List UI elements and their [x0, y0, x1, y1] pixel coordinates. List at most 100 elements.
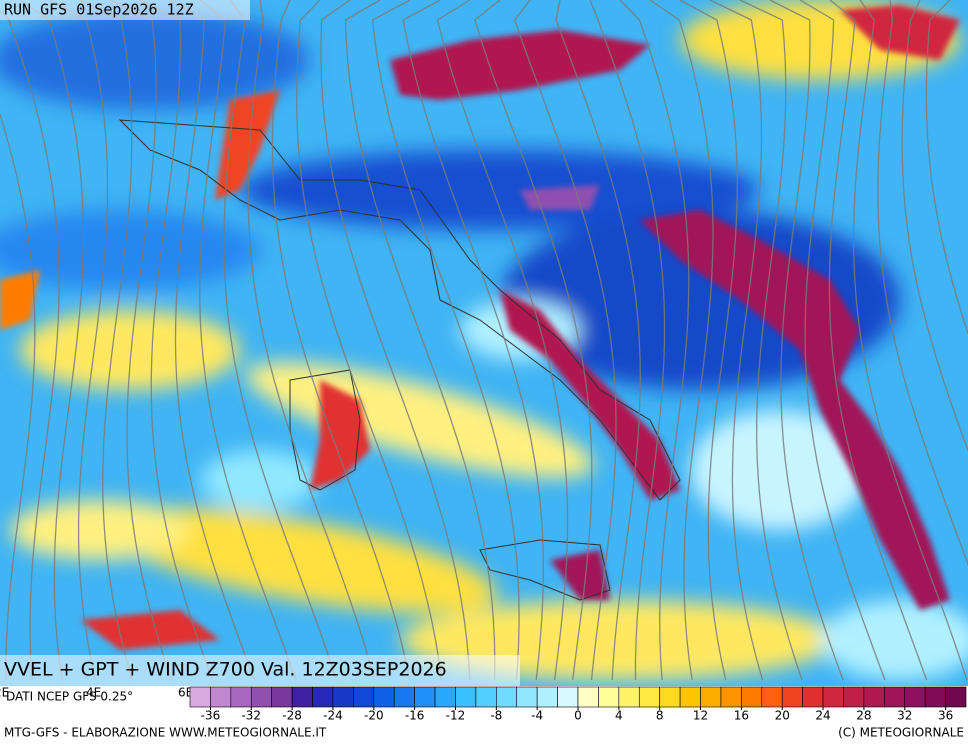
colorbar-tick-label: 28 [856, 709, 871, 723]
colorbar-cell [843, 686, 865, 708]
streamline [555, 0, 641, 681]
streamline [925, 0, 968, 336]
colorbar-tick-label: 4 [615, 709, 623, 723]
streamline [79, 0, 133, 681]
streamline [223, 0, 337, 681]
streamline [474, 0, 593, 681]
colorbar-tick-label: -16 [405, 709, 425, 723]
colorbar-tick-label: -32 [241, 709, 261, 723]
colorbar-tick-label: -12 [446, 709, 466, 723]
colorbar-cell [884, 686, 906, 708]
colorbar-cell [577, 686, 599, 708]
streamline [589, 0, 666, 680]
colorbar-cell [189, 686, 211, 708]
colorbar-tick-label: 20 [775, 709, 790, 723]
streamline [139, 0, 214, 681]
streamline [649, 0, 714, 681]
streamline [679, 0, 738, 681]
streamline [901, 0, 968, 453]
footer-left: MTG-GFS - ELABORAZIONE WWW.METEOGIORNALE… [4, 726, 327, 740]
colorbar-tick-label: 16 [734, 709, 749, 723]
colorbar-cell [598, 686, 620, 708]
colorbar-cell [312, 686, 334, 708]
colorbar-cell [945, 686, 967, 708]
colorbar-cell [904, 686, 926, 708]
streamline [619, 0, 690, 681]
colorbar-cell [373, 686, 395, 708]
streamline [320, 0, 471, 681]
streamline [296, 0, 443, 681]
colorbar-tick-label: -20 [364, 709, 384, 723]
colorbar: -36 -32 -28 -24 -20 -16 -12 -8 -4 0 4 8 12 16 20 24 28 32… [189, 686, 967, 723]
streamline [852, 0, 968, 681]
colorbar-cell [475, 686, 497, 708]
colorbar-cell [863, 686, 885, 708]
data-source: DATI NCEP GFS 0.25° [6, 690, 133, 704]
streamline [109, 0, 172, 681]
colorbar-tick-label: -36 [201, 709, 221, 723]
lon-label: 4E [86, 686, 101, 700]
colorbar-cell [516, 686, 538, 708]
colorbar-tick-label: -24 [323, 709, 343, 723]
footer-right: (C) METEOGIORNALE [838, 726, 964, 740]
streamline [271, 0, 411, 681]
colorbar-cell [332, 686, 354, 708]
colorbar-tick-label: 32 [897, 709, 912, 723]
streamline [199, 0, 297, 681]
colorbar-cell [761, 686, 783, 708]
colorbar-cell [659, 686, 681, 708]
colorbar-cell [638, 686, 660, 708]
streamline [49, 0, 109, 681]
colorbar-tick-label: -28 [282, 709, 302, 723]
streamline [0, 112, 36, 681]
colorbar-cell [393, 686, 415, 708]
colorbar-cell [618, 686, 640, 708]
streamline [19, 0, 84, 681]
streamline [739, 0, 803, 681]
colorbar-cell [557, 686, 579, 708]
colorbar-cell [353, 686, 375, 708]
streamline [828, 0, 928, 681]
streamline [371, 0, 520, 681]
colorbar-cell [741, 686, 763, 708]
run-header: RUN GFS 01Sep2026 12Z [4, 1, 194, 19]
streamline [436, 0, 569, 681]
colorbar-tick-label: 0 [574, 709, 582, 723]
streamline [709, 0, 764, 681]
colorbar-cell [802, 686, 824, 708]
wind-streamlines [0, 0, 968, 681]
colorbar-tick-label: -4 [531, 709, 543, 723]
colorbar-cell [230, 686, 252, 708]
streamline [0, 9, 60, 681]
streamline [247, 0, 376, 681]
streamline [877, 0, 968, 567]
colorbar-cell [210, 686, 232, 708]
colorbar-cell [679, 686, 701, 708]
colorbar-tick-label: 12 [693, 709, 708, 723]
colorbar-cell [822, 686, 844, 708]
colorbar-tick-label: -8 [490, 709, 502, 723]
lon-label: 6E [178, 686, 193, 700]
colorbar-cell [250, 686, 272, 708]
colorbar-cell [781, 686, 803, 708]
colorbar-tick-label: 24 [815, 709, 830, 723]
streamline [402, 0, 544, 681]
colorbar-cell [536, 686, 558, 708]
colorbar-cell [455, 686, 477, 708]
colorbar-cell [924, 686, 946, 708]
map [0, 0, 968, 686]
streamline [344, 0, 496, 681]
colorbar-cell [271, 686, 293, 708]
colorbar-cell [496, 686, 518, 708]
colorbar-cell [434, 686, 456, 708]
streamline [799, 0, 886, 681]
colorbar-cell [720, 686, 742, 708]
streamline [169, 0, 255, 681]
colorbar-tick-label: 8 [656, 709, 664, 723]
colorbar-cell [414, 686, 436, 708]
colorbar-tick-label: 36 [938, 709, 953, 723]
streamline [513, 0, 617, 681]
streamline [769, 0, 844, 681]
colorbar-cell [700, 686, 722, 708]
